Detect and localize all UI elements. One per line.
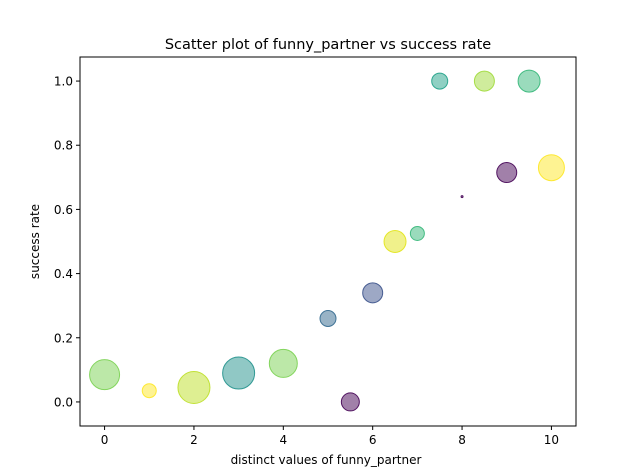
y-tick-label: 0.0 bbox=[54, 395, 73, 409]
y-tick-label: 0.8 bbox=[54, 139, 73, 153]
y-tick-label: 0.2 bbox=[54, 331, 73, 345]
data-point-7 bbox=[362, 282, 384, 304]
data-point-3 bbox=[222, 356, 256, 390]
data-point-0 bbox=[89, 359, 121, 391]
data-point-6 bbox=[340, 392, 360, 412]
x-tick-label: 10 bbox=[544, 433, 559, 447]
x-tick-label: 6 bbox=[369, 433, 377, 447]
x-tick-label: 8 bbox=[458, 433, 466, 447]
data-point-8 bbox=[383, 230, 407, 253]
data-point-4 bbox=[268, 348, 298, 378]
chart-title: Scatter plot of funny_partner vs success… bbox=[165, 37, 491, 53]
y-tick-label: 0.4 bbox=[54, 267, 73, 281]
x-tick-label: 2 bbox=[190, 433, 198, 447]
x-axis-ticks: 0 2 4 6 8 10 bbox=[101, 426, 559, 447]
y-tick-label: 0.6 bbox=[54, 203, 73, 217]
data-point-1 bbox=[141, 383, 157, 399]
data-point-15 bbox=[537, 154, 565, 182]
x-axis-label: distinct values of funny_partner bbox=[231, 453, 422, 467]
data-point-12 bbox=[473, 70, 495, 92]
data-point-5 bbox=[319, 310, 337, 328]
data-point-11 bbox=[460, 195, 464, 199]
y-axis-label: success rate bbox=[28, 204, 42, 279]
y-axis-ticks: 0.0 0.2 0.4 0.6 0.8 1.0 bbox=[54, 75, 80, 409]
y-tick-label: 1.0 bbox=[54, 75, 73, 89]
data-point-9 bbox=[409, 225, 425, 241]
plot-frame bbox=[79, 56, 577, 427]
points-layer bbox=[89, 69, 565, 412]
data-point-14 bbox=[517, 69, 541, 93]
x-tick-label: 0 bbox=[101, 433, 109, 447]
data-point-2 bbox=[177, 370, 211, 404]
data-point-10 bbox=[431, 72, 449, 90]
data-point-13 bbox=[496, 162, 518, 184]
x-tick-label: 4 bbox=[279, 433, 287, 447]
